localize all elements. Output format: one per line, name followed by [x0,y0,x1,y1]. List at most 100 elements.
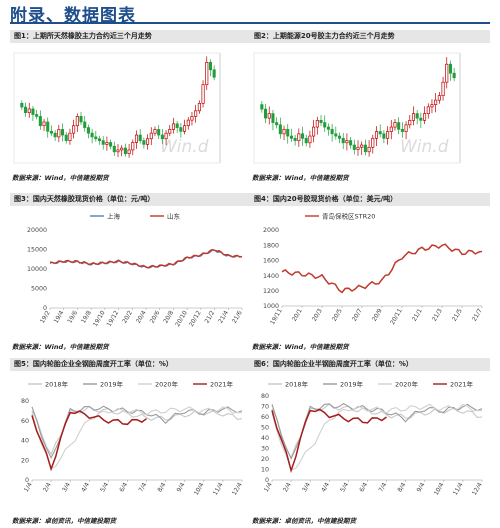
x-tick-label: 20/10 [174,309,189,328]
candle [445,63,449,83]
x-tick-label: 1/4 [23,481,34,493]
candle [97,138,102,141]
x-tick-label: 11/4 [452,481,465,496]
figure-4-chart: 青岛保税区STR20 1000 1200 1400 1600 1800 2000 19/11 2… [250,208,490,338]
x-tick-label: 19/12 [106,309,121,328]
candle [423,113,427,121]
candle [334,133,338,137]
candle [208,61,212,71]
x-tick-label: 9/4 [176,481,187,493]
y-tick-label: 40 [21,438,29,445]
figure-5-source: 数据来源：卓创资讯，中信建投期货 [12,517,116,525]
x-tick-label: 21/5 [451,307,464,322]
candle [308,135,312,144]
series-line-2020年 [271,403,483,471]
candle [275,122,279,126]
candlestick-chart-2: Win.d [253,52,461,164]
y-tick-label: 80 [261,393,269,400]
candle [153,129,157,134]
candle [131,142,135,151]
series-line-2021年 [31,410,147,472]
x-tick-label: 12/4 [231,481,244,496]
candle [138,134,142,141]
candle [64,134,68,141]
candle [441,81,445,97]
candle [105,142,109,145]
figure-4-source: 数据来源：Wind，中信建投期货 [252,343,349,351]
candle [68,132,72,141]
figure-5: 图5：国内轮胎企业全钢胎周度开工率（单位：%） 2018年 2019年 2020年 2… [10,358,250,526]
candle [415,113,419,119]
candle [157,129,161,136]
candle [411,113,416,121]
candle [264,108,268,119]
page-title: 附录、数据图表 [10,6,136,26]
candle [293,137,297,141]
y-tick-label: 2000 [263,227,279,234]
candle [400,128,404,132]
x-tick-label: 10/4 [193,481,206,496]
y-tick-label: 1600 [263,258,279,265]
x-tick-label: 21/1 [411,307,424,322]
figure-6: 图6：国内轮胎企业半钢胎周度开工率（单位：%） 2018年 2019年 2020年 2… [250,358,490,526]
x-tick-label: 20/1 [291,307,304,322]
figure-3-caption: 图3：国内天然橡胶现货价格（单位：元/吨） [10,193,250,206]
x-tick-label: 12/4 [471,481,484,496]
y-tick-label: 15000 [27,247,47,254]
legend-label: 2021年 [210,380,234,389]
candle [90,132,94,138]
candle [72,125,76,134]
figure-1: 图1：上期所天然橡胶主力合约近三个月走势 Win.d 数据来源：Wind，中信建… [10,30,250,185]
candle [382,133,386,139]
figure-4: 图4：国内20号胶现货价格（单位：美元/吨） 青岛保税区STR20 1000 120… [250,193,490,353]
x-tick-label: 20/4 [135,309,148,324]
y-tick-label: 5000 [31,286,47,293]
plot-frame [253,52,461,164]
legend-label: 上海 [107,212,121,221]
candle [360,144,364,148]
legend-label: 2021年 [450,380,474,389]
candle [437,95,441,101]
y-tick-label: 0 [25,477,29,484]
candle [86,127,90,134]
x-tick-label: 3/4 [301,481,312,493]
candlestick-chart-1: Win.d [13,52,221,164]
candle [304,137,308,144]
figure-1-source: 数据来源：Wind，中信建投期货 [12,174,109,182]
candle [201,84,205,104]
y-tick-label: 80 [21,398,29,405]
candle [408,119,412,126]
candle [267,113,271,119]
x-tick-label: 8/4 [156,481,167,493]
candle [312,126,316,137]
watermark: Win.d [160,137,209,157]
candle [282,128,286,135]
series-line-2021年 [271,408,387,474]
candle [386,131,390,139]
series-line-青岛保税区STR20 [281,243,483,294]
candle [134,134,139,143]
candle [179,127,183,132]
candle [109,142,113,147]
x-tick-label: 21/7 [471,307,484,322]
y-tick-label: 0 [265,477,269,484]
candle [53,132,57,138]
figure-2-chart: Win.d [250,47,490,169]
candle [186,119,190,127]
candle [60,129,65,136]
figure-6-source: 数据来源：卓创资讯，中信建投期货 [252,517,356,525]
x-tick-label: 2/4 [42,481,53,493]
candle [448,63,452,74]
x-tick-label: 20/5 [331,307,344,322]
candle [20,102,24,108]
candle [426,106,430,114]
x-tick-label: 11/4 [212,481,225,496]
y-tick-label: 1800 [263,242,279,249]
candle [160,134,164,140]
watermark: Win.d [400,137,449,157]
y-tick-label: 30 [261,446,269,453]
x-tick-label: 20/2 [121,309,134,324]
legend-label: 2018年 [285,380,309,389]
candle [260,104,264,110]
series-line-2019年 [271,403,483,460]
